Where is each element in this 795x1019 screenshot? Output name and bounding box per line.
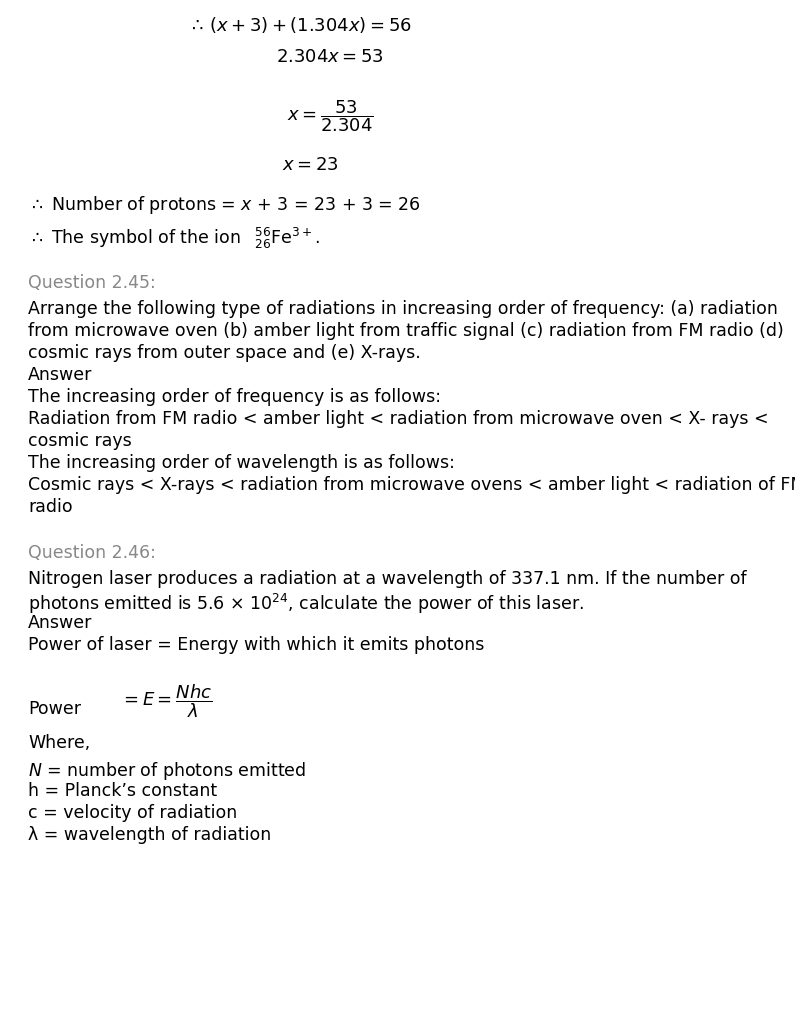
Text: $\therefore$ The symbol of the ion  $\,{}^{56}_{26}\mathrm{Fe}^{3+}.$: $\therefore$ The symbol of the ion $\,{}…: [28, 226, 320, 251]
Text: Where,: Where,: [28, 734, 91, 751]
Text: photons emitted is 5.6 $\times$ 10$^{24}$, calculate the power of this laser.: photons emitted is 5.6 $\times$ 10$^{24}…: [28, 591, 584, 615]
Text: Answer: Answer: [28, 613, 92, 632]
Text: Radiation from FM radio < amber light < radiation from microwave oven < X- rays : Radiation from FM radio < amber light < …: [28, 410, 769, 428]
Text: $2.304x=53$: $2.304x=53$: [276, 48, 384, 66]
Text: $x=23$: $x=23$: [281, 156, 339, 174]
Text: λ = wavelength of radiation: λ = wavelength of radiation: [28, 825, 271, 843]
Text: Question 2.46:: Question 2.46:: [28, 543, 156, 561]
Text: The increasing order of frequency is as follows:: The increasing order of frequency is as …: [28, 387, 441, 406]
Text: Answer: Answer: [28, 366, 92, 383]
Text: Arrange the following type of radiations in increasing order of frequency: (a) r: Arrange the following type of radiations…: [28, 300, 778, 318]
Text: Nitrogen laser produces a radiation at a wavelength of 337.1 nm. If the number o: Nitrogen laser produces a radiation at a…: [28, 570, 747, 587]
Text: Cosmic rays < X-rays < radiation from microwave ovens < amber light < radiation : Cosmic rays < X-rays < radiation from mi…: [28, 476, 795, 493]
Text: Question 2.45:: Question 2.45:: [28, 274, 156, 291]
Text: from microwave oven (b) amber light from traffic signal (c) radiation from FM ra: from microwave oven (b) amber light from…: [28, 322, 784, 339]
Text: $\therefore\,(x+3)+(1.304x)=56$: $\therefore\,(x+3)+(1.304x)=56$: [188, 15, 412, 35]
Text: cosmic rays from outer space and (e) X-rays.: cosmic rays from outer space and (e) X-r…: [28, 343, 421, 362]
Text: cosmic rays: cosmic rays: [28, 432, 132, 449]
Text: Power: Power: [28, 699, 81, 717]
Text: $x=\dfrac{53}{2.304}$: $x=\dfrac{53}{2.304}$: [287, 98, 374, 133]
Text: $N$ = number of photons emitted: $N$ = number of photons emitted: [28, 759, 306, 782]
Text: c = velocity of radiation: c = velocity of radiation: [28, 803, 237, 821]
Text: $\therefore$ Number of protons = $x$ + 3 = 23 + 3 = 26: $\therefore$ Number of protons = $x$ + 3…: [28, 194, 421, 216]
Text: The increasing order of wavelength is as follows:: The increasing order of wavelength is as…: [28, 453, 455, 472]
Text: radio: radio: [28, 497, 72, 516]
Text: Power of laser = Energy with which it emits photons: Power of laser = Energy with which it em…: [28, 636, 484, 653]
Text: $=E=\dfrac{Nhc}{\lambda}$: $=E=\dfrac{Nhc}{\lambda}$: [120, 682, 212, 719]
Text: h = Planck’s constant: h = Planck’s constant: [28, 782, 217, 799]
